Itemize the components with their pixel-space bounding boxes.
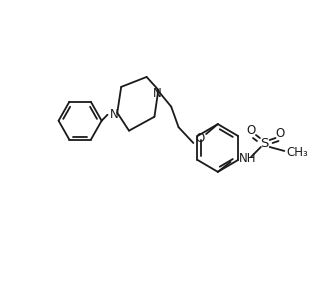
Text: N: N (153, 87, 162, 100)
Text: N: N (110, 108, 119, 121)
Text: O: O (276, 127, 285, 139)
Text: NH: NH (239, 152, 257, 165)
Text: S: S (261, 137, 269, 150)
Text: CH₃: CH₃ (286, 146, 308, 160)
Text: O: O (246, 124, 256, 137)
Text: O: O (196, 131, 205, 145)
